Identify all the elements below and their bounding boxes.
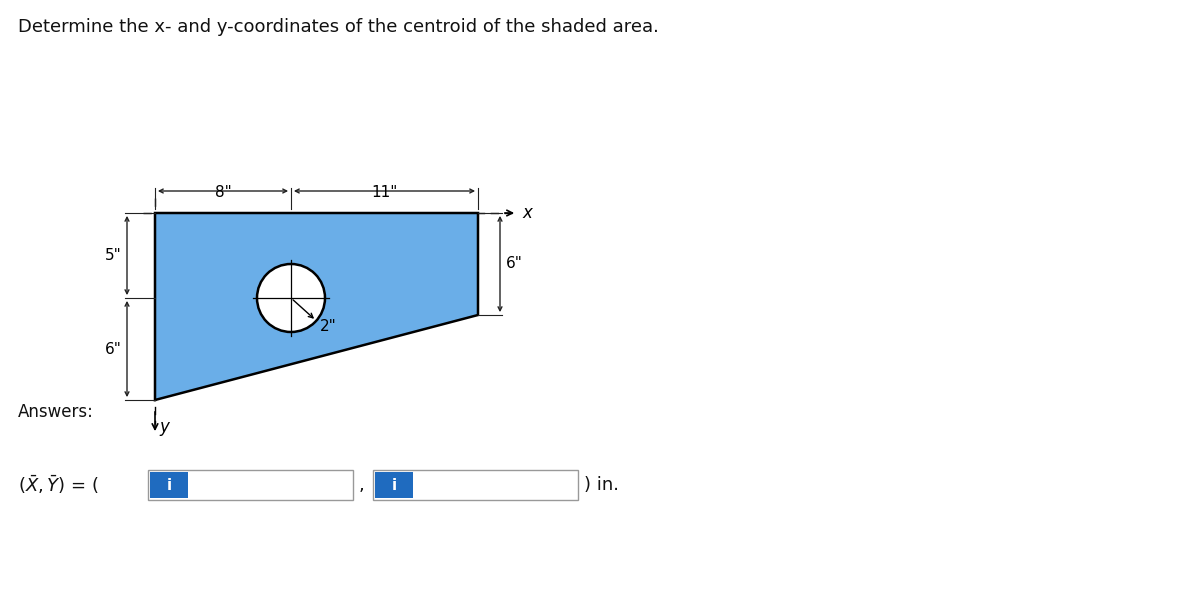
- Text: Answers:: Answers:: [18, 403, 94, 421]
- FancyBboxPatch shape: [373, 470, 578, 500]
- Text: i: i: [391, 478, 396, 493]
- Text: x: x: [522, 204, 532, 222]
- Text: 2": 2": [320, 319, 337, 334]
- Text: 6": 6": [106, 341, 122, 356]
- Text: ) in.: ) in.: [584, 476, 619, 494]
- FancyBboxPatch shape: [148, 470, 353, 500]
- Text: 6": 6": [506, 256, 523, 271]
- Text: y: y: [158, 418, 169, 436]
- FancyBboxPatch shape: [150, 472, 188, 498]
- Circle shape: [257, 264, 325, 332]
- Polygon shape: [155, 213, 478, 400]
- Text: Determine the x- and y-coordinates of the centroid of the shaded area.: Determine the x- and y-coordinates of th…: [18, 18, 659, 36]
- Text: ,: ,: [359, 476, 365, 494]
- Text: 5": 5": [106, 248, 122, 263]
- Text: 11": 11": [371, 185, 397, 200]
- Text: $(\bar{X},\bar{Y})$ = (: $(\bar{X},\bar{Y})$ = (: [18, 474, 100, 496]
- FancyBboxPatch shape: [374, 472, 413, 498]
- Text: 8": 8": [215, 185, 232, 200]
- Text: i: i: [167, 478, 172, 493]
